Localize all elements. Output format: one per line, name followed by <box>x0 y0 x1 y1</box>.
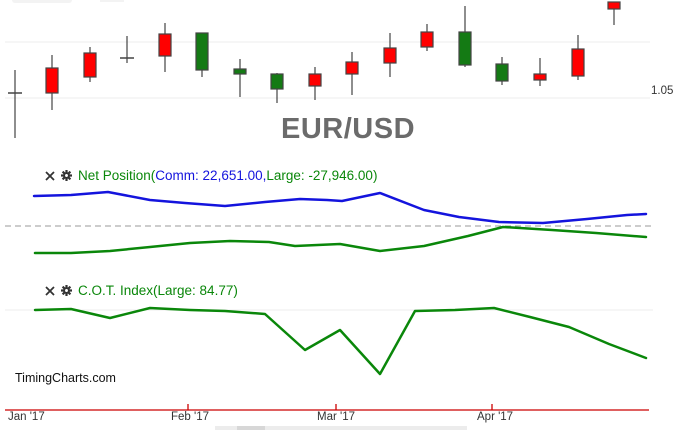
x-axis-label-mar: Mar '17 <box>317 411 355 423</box>
close-icon[interactable] <box>45 170 55 181</box>
candle-down <box>83 52 97 78</box>
cot-index-line-large <box>33 306 648 376</box>
net-position-line-comm <box>32 190 648 225</box>
net-position-comm-value: Comm: 22,651.00, <box>155 168 267 183</box>
close-icon[interactable] <box>45 285 55 296</box>
candle-down <box>571 48 585 77</box>
candle-up <box>233 68 247 75</box>
watermark: TimingCharts.com <box>15 371 116 385</box>
gear-icon[interactable] <box>61 170 72 181</box>
price-axis-label: 1.05 <box>651 85 674 97</box>
scrollbar-handle[interactable] <box>237 426 265 430</box>
candle-up <box>195 32 209 71</box>
gear-icon[interactable] <box>61 285 72 296</box>
cot-index-legend: C.O.T. Index(Large: 84.77) <box>45 283 238 298</box>
cropped-toolbar-remnant-2 <box>100 0 124 2</box>
net-position-large-value: Large: -27,946.00) <box>266 168 378 183</box>
net-position-legend: Net Position(Comm: 22,651.00, Large: -27,… <box>45 168 377 183</box>
candle-doji <box>120 57 134 59</box>
cropped-toolbar-remnant <box>12 0 72 3</box>
candle-up <box>270 73 284 90</box>
candle-down <box>420 31 434 48</box>
x-axis-label-jan: Jan '17 <box>8 411 45 423</box>
candle-up <box>458 31 472 66</box>
candle-up <box>495 63 509 82</box>
candle-doji <box>8 92 22 94</box>
candle-down <box>158 33 172 57</box>
cot-index-label: C.O.T. Index(Large: 84.77) <box>78 283 238 298</box>
net-position-line-large <box>33 225 648 255</box>
candle-down <box>607 1 621 10</box>
bottom-scrollbar[interactable] <box>215 426 467 430</box>
x-axis-label-apr: Apr '17 <box>477 411 514 423</box>
candle-down <box>45 67 59 94</box>
x-axis-label-feb: Feb '17 <box>171 411 209 423</box>
candle-down <box>308 73 322 87</box>
symbol-title: EUR/USD <box>281 113 416 145</box>
net-position-label: Net Position( <box>78 168 156 183</box>
candle-down <box>345 61 359 75</box>
candle-down <box>383 47 397 64</box>
candle-down <box>533 73 547 81</box>
